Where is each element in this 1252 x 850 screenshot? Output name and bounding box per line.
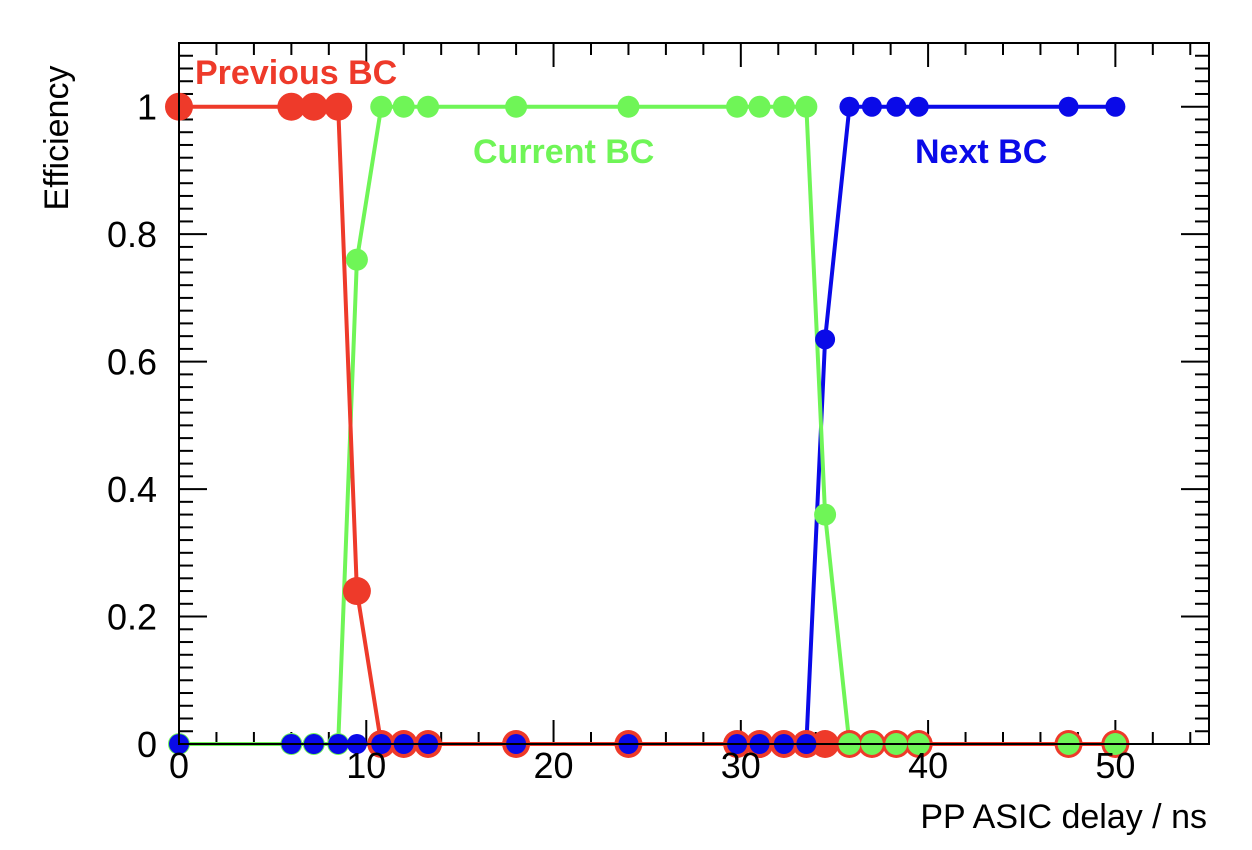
x-tick-label-40: 40	[908, 745, 948, 786]
y-tick-label-0-4: 0.4	[107, 469, 157, 510]
series-label-next-bc: Next BC	[915, 133, 1047, 171]
point-current-bc-8	[505, 95, 528, 118]
x-tick-label-20: 20	[534, 745, 574, 786]
point-current-bc-9	[617, 95, 640, 118]
point-current-bc-6	[392, 95, 415, 118]
point-previous-bc-3	[324, 92, 353, 121]
series-label-current-bc: Current BC	[473, 133, 654, 171]
point-previous-bc-1	[277, 92, 306, 121]
point-current-bc-11	[748, 95, 771, 118]
x-axis-title: PP ASIC delay / ns	[920, 798, 1207, 836]
series-layer	[165, 92, 1130, 758]
point-current-bc-14	[814, 503, 837, 526]
point-previous-bc-4	[342, 577, 371, 606]
y-tick-label-0: 0	[137, 724, 157, 765]
text-layer: Efficiency PP ASIC delay / ns Previous B…	[38, 54, 1207, 836]
y-tick-label-0-6: 0.6	[107, 342, 157, 383]
point-next-bc-20	[1105, 96, 1126, 117]
point-current-bc-5	[370, 95, 393, 118]
point-current-bc-10	[726, 95, 749, 118]
y-tick-label-0-2: 0.2	[107, 597, 157, 638]
point-previous-bc-2	[299, 92, 328, 121]
point-next-bc-17	[886, 96, 907, 117]
point-next-bc-14	[815, 329, 836, 350]
point-current-bc-12	[772, 95, 795, 118]
series-line-current-bc	[179, 104, 1116, 746]
series-line-next-bc	[179, 104, 1116, 746]
point-current-bc-4	[345, 248, 368, 271]
y-tick-label-0-8: 0.8	[107, 214, 157, 255]
x-tick-label-10: 10	[346, 745, 386, 786]
axes-layer	[178, 42, 1209, 745]
point-current-bc-13	[795, 95, 818, 118]
series-line-previous-bc	[179, 104, 1116, 746]
y-tick-label-1: 1	[137, 87, 157, 128]
x-tick-label-0: 0	[169, 745, 189, 786]
series-label-previous-bc: Previous BC	[195, 54, 397, 92]
x-tick-label-30: 30	[721, 745, 761, 786]
point-current-bc-7	[417, 95, 440, 118]
x-tick-label-50: 50	[1095, 745, 1135, 786]
point-next-bc-18	[908, 96, 929, 117]
point-next-bc-16	[861, 96, 882, 117]
plot-frame	[178, 42, 1210, 745]
point-next-bc-19	[1058, 96, 1079, 117]
y-axis-title: Efficiency	[38, 66, 76, 211]
point-next-bc-15	[839, 96, 860, 117]
